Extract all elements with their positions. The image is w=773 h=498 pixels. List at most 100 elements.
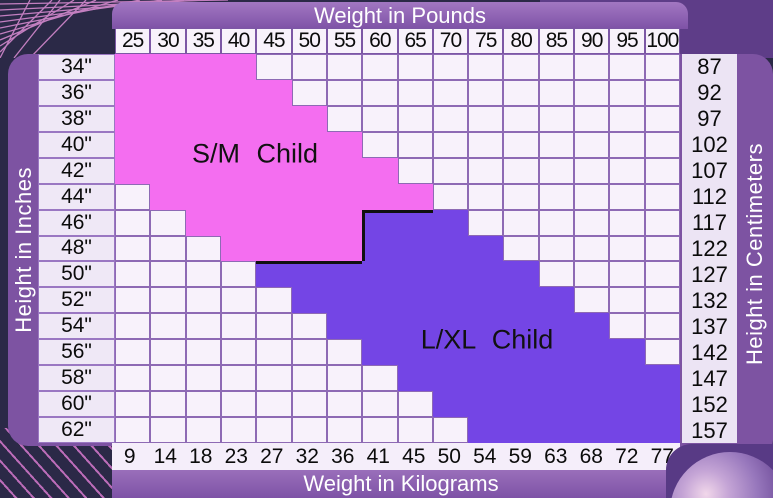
grid-cell-lxl-child [538,313,575,340]
grid-cell-empty [326,54,363,80]
grid-cell-empty [397,54,433,80]
grid-cell-empty [291,391,327,418]
grid-cell-lxl-child [609,365,645,392]
grid-cell-empty [115,183,151,210]
grid-cell-sm-child [115,79,151,106]
pounds-tick: 70 [433,28,468,54]
inches-tick-column: 34" 36" 38" 40" 42" 44" 46" 48" 50" 52" 54" 56" 58" 6… [38,54,115,443]
grid-cell-empty [503,183,539,210]
grid-cell-empty [185,235,221,262]
centimeters-tick: 117 [691,210,728,235]
inches-tick: 52" [38,287,115,313]
grid-cell-empty [362,79,398,106]
grid-cell-lxl-child [432,261,469,288]
centimeters-tick: 137 [691,314,728,339]
grid-cell-sm-child [326,235,363,262]
grid-cell-empty [150,391,186,418]
grid-cell-empty [185,391,221,418]
grid-cell-sm-child [256,79,292,106]
grid-cell-empty [432,183,469,210]
grid-cell-sm-child [256,105,292,132]
grid-cell-empty [220,287,257,314]
grid-cell-empty [432,105,469,132]
grid-cell-empty [326,391,363,418]
pounds-tick: 95 [609,28,644,54]
grid-cell-lxl-child [397,287,433,314]
centimeters-tick: 152 [691,392,728,417]
grid-cell-empty [574,79,610,106]
bottom-axis-band: Weight in Kilograms [112,470,690,498]
grid-cell-empty [538,209,575,236]
grid-cell-sm-child [150,157,186,184]
grid-cell-lxl-child [291,261,327,288]
grid-cell-empty [644,105,680,132]
grid-cell-empty [256,365,292,392]
grid-cell-sm-child [256,183,292,210]
grid-cell-lxl-child [574,417,610,443]
grid-cell-empty [432,417,469,443]
kilograms-tick: 54 [473,444,497,468]
grid-cell-lxl-child [609,391,645,418]
grid-cell-empty [644,235,680,262]
grid-cell-empty [432,79,469,106]
grid-cell-sm-child [115,157,151,184]
grid-cell-empty [503,131,539,158]
grid-cell-empty [468,183,504,210]
grid-cell-sm-child [291,105,327,132]
grid-cell-lxl-child [397,209,433,236]
grid-cell-empty [115,365,151,392]
pounds-tick: 80 [503,28,538,54]
grid-cell-sm-child [220,235,257,262]
grid-cell-lxl-child [362,235,398,262]
kilograms-tick: 14 [153,444,177,468]
grid-cell-empty [362,417,398,443]
grid-cell-empty [644,313,680,340]
grid-cell-lxl-child [362,339,398,366]
grid-cell-empty [115,235,151,262]
grid-cell-sm-child [115,54,151,80]
grid-cell-empty [256,287,292,314]
grid-cell-empty [220,417,257,443]
bottom-axis-title: Weight in Kilograms [303,471,499,496]
grid-cell-sm-child [362,183,398,210]
grid-cell-lxl-child [432,209,469,236]
grid-cell-empty [644,339,680,366]
pounds-tick-row: 25 30 35 40 45 50 55 60 65 70 75 80 85 90 95 100 [115,28,680,54]
grid-cell-empty [150,313,186,340]
kilograms-tick: 36 [331,444,355,468]
grid-cell-empty [503,79,539,106]
inches-tick: 58" [38,365,115,391]
kilograms-tick: 18 [189,444,213,468]
grid-cell-empty [574,54,610,80]
grid-cell-lxl-child [503,287,539,314]
grid-cell-sm-child [115,105,151,132]
grid-cell-empty [256,54,292,80]
grid-cell-empty [362,391,398,418]
pounds-tick: 75 [468,28,503,54]
grid-cell-empty [609,157,645,184]
grid-cell-empty [150,287,186,314]
grid-cell-empty [609,261,645,288]
grid-cell-empty [291,365,327,392]
grid-cell-empty [574,131,610,158]
kilograms-tick: 23 [224,444,248,468]
pounds-tick: 35 [186,28,221,54]
grid-cell-empty [574,157,610,184]
grid-cell-empty [220,261,257,288]
grid-cell-lxl-child [609,417,645,443]
kilograms-tick: 32 [295,444,319,468]
kilograms-tick: 50 [437,444,461,468]
grid-cell-empty [468,131,504,158]
grid-cell-lxl-child [468,365,504,392]
grid-cell-empty [609,235,645,262]
grid-cell-empty [397,105,433,132]
centimeters-tick: 147 [691,366,728,391]
grid-cell-empty [397,391,433,418]
grid-cell-empty [538,183,575,210]
grid-cell-empty [538,79,575,106]
size-grid: S/M Child L/XL Child [115,54,680,443]
grid-cell-sm-child [256,209,292,236]
centimeters-tick: 122 [691,236,728,261]
region-label-sm-child: S/M Child [191,138,319,169]
grid-cell-empty [326,365,363,392]
